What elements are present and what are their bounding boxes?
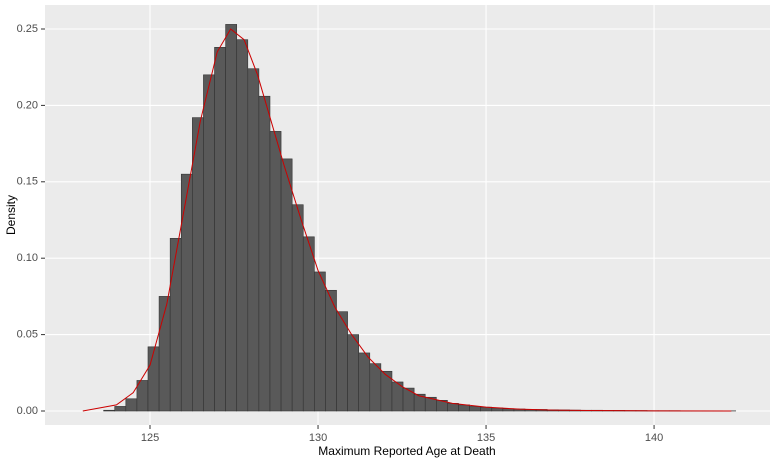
bar [347, 334, 359, 412]
x-axis-title: Maximum Reported Age at Death [318, 444, 495, 458]
bar [136, 380, 149, 412]
bar [291, 204, 304, 412]
bar [258, 95, 271, 412]
bar [247, 68, 260, 412]
bar [103, 409, 116, 412]
bar [269, 131, 282, 412]
x-tick-label: 125 [141, 432, 159, 444]
y-tick-label: 0.05 [17, 329, 38, 341]
y-tick-label: 0.15 [17, 176, 38, 188]
bar [369, 363, 382, 412]
bar [458, 404, 470, 412]
y-tick-label: 0.00 [17, 405, 38, 417]
y-tick-label: 0.10 [17, 252, 38, 264]
bar [336, 311, 348, 412]
bar [358, 352, 371, 412]
bar [469, 406, 481, 412]
bar [114, 406, 127, 412]
bar [302, 236, 315, 412]
bar [402, 387, 415, 412]
bar [203, 74, 215, 412]
y-tick-label: 0.20 [17, 99, 38, 111]
density-line [82, 28, 732, 412]
bar [125, 398, 138, 412]
bar [147, 346, 160, 412]
x-tick-label: 130 [309, 432, 327, 444]
y-axis-title: Density [4, 195, 18, 235]
x-tick-label: 140 [645, 432, 663, 444]
bar [280, 158, 293, 412]
y-tick-label: 0.25 [17, 23, 38, 35]
bar [169, 238, 182, 412]
bar [325, 289, 337, 412]
bar [447, 403, 459, 412]
bar [214, 47, 226, 412]
bar [192, 117, 204, 412]
bar [225, 24, 238, 412]
bar [180, 173, 193, 412]
bar [236, 39, 249, 412]
bar [380, 370, 393, 412]
bar [314, 271, 326, 412]
x-tick-label: 135 [477, 432, 495, 444]
